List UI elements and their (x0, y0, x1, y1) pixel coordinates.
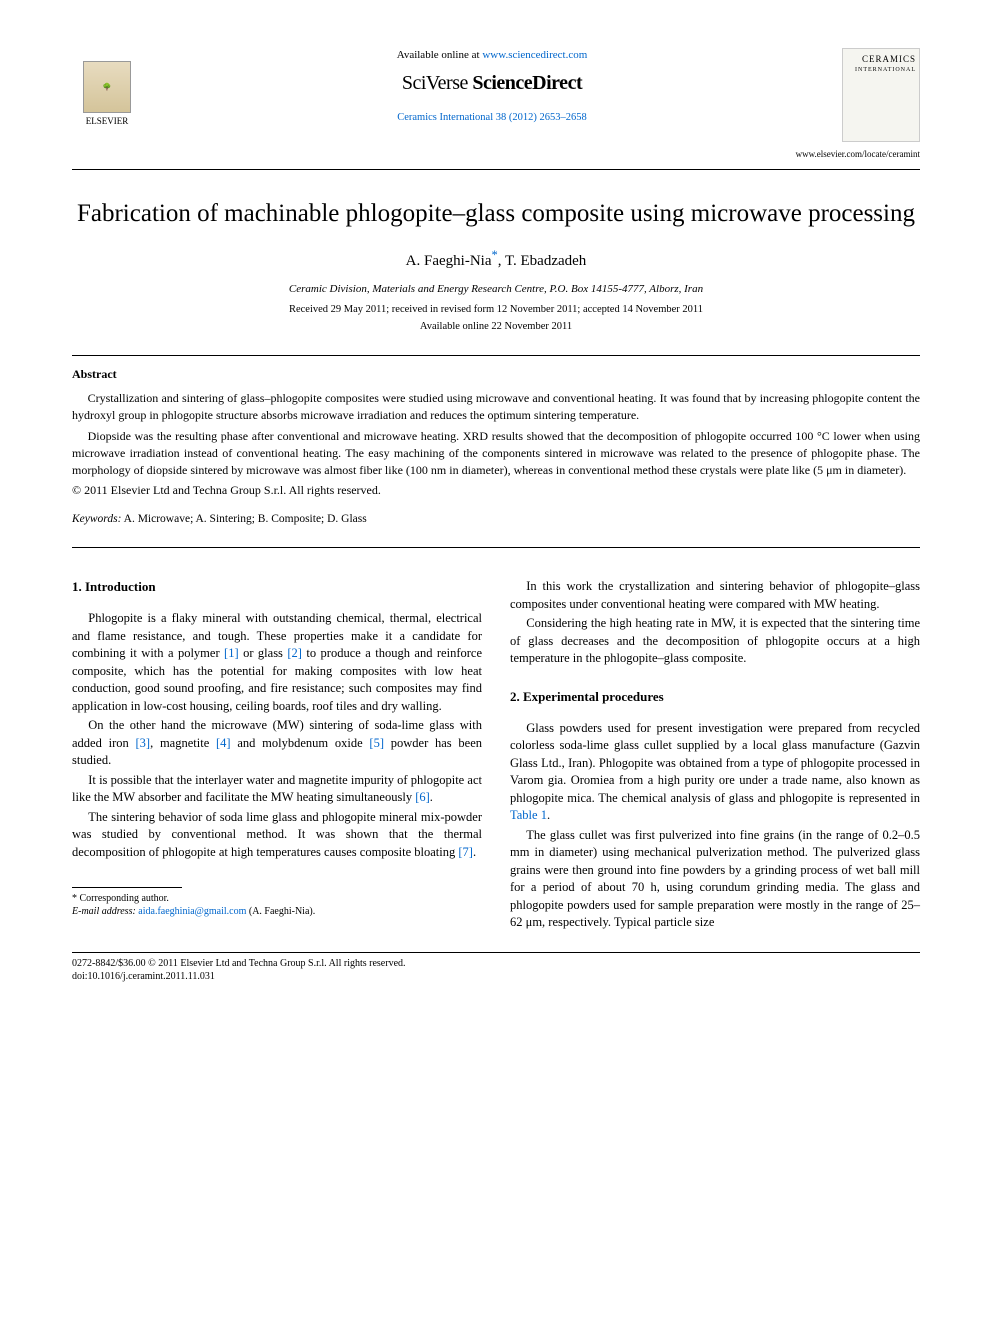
intro-heading: 1. Introduction (72, 578, 482, 596)
ref-5[interactable]: [5] (369, 736, 384, 750)
footer-copyright: 0272-8842/$36.00 © 2011 Elsevier Ltd and… (72, 957, 920, 970)
authors: A. Faeghi-Nia*, T. Ebadzadeh (72, 247, 920, 272)
ref-1[interactable]: [1] (224, 646, 239, 660)
dates-received: Received 29 May 2011; received in revise… (72, 303, 920, 318)
header-rule (72, 169, 920, 170)
footer-doi: doi:10.1016/j.ceramint.2011.11.031 (72, 970, 920, 983)
experimental-heading: 2. Experimental procedures (510, 688, 920, 706)
elsevier-logo: 🌳 ELSEVIER (72, 48, 142, 128)
abstract-copyright: © 2011 Elsevier Ltd and Techna Group S.r… (72, 482, 920, 499)
footnote-corresponding: * Corresponding author. (72, 892, 482, 905)
sciencedirect-link[interactable]: www.sciencedirect.com (482, 49, 587, 61)
available-online: Available online at www.sciencedirect.co… (162, 48, 822, 63)
intro-p1: Phlogopite is a flaky mineral with outst… (72, 610, 482, 715)
exp-p2: The glass cullet was first pulverized in… (510, 827, 920, 932)
body-columns: 1. Introduction Phlogopite is a flaky mi… (72, 578, 920, 934)
ref-6[interactable]: [6] (415, 790, 430, 804)
article-header: 🌳 ELSEVIER Available online at www.scien… (72, 48, 920, 161)
column-right: In this work the crystallization and sin… (510, 578, 920, 934)
journal-cover-box: CERAMICS INTERNATIONAL (842, 48, 920, 142)
table-1-ref[interactable]: Table 1 (510, 808, 547, 822)
ref-2[interactable]: [2] (287, 646, 302, 660)
article-title: Fabrication of machinable phlogopite–gla… (72, 198, 920, 229)
ref-4[interactable]: [4] (216, 736, 231, 750)
journal-reference: Ceramics International 38 (2012) 2653–26… (162, 111, 822, 126)
footnote-email: E-mail address: aida.faeghinia@gmail.com… (72, 905, 482, 918)
abstract-p2: Diopside was the resulting phase after c… (72, 428, 920, 478)
abstract-rule-bottom (72, 547, 920, 548)
intro-p3: It is possible that the interlayer water… (72, 772, 482, 807)
sciverse-logo: SciVerse ScienceDirect (162, 69, 822, 97)
intro-p5: In this work the crystallization and sin… (510, 578, 920, 613)
ref-3[interactable]: [3] (136, 736, 151, 750)
footnote-rule (72, 887, 182, 888)
abstract-rule-top (72, 355, 920, 356)
intro-p6: Considering the high heating rate in MW,… (510, 615, 920, 668)
intro-p2: On the other hand the microwave (MW) sin… (72, 717, 482, 770)
abstract-heading: Abstract (72, 366, 920, 383)
abstract-p1: Crystallization and sintering of glass–p… (72, 390, 920, 424)
header-center: Available online at www.sciencedirect.co… (142, 48, 842, 126)
affiliation: Ceramic Division, Materials and Energy R… (72, 282, 920, 297)
email-link[interactable]: aida.faeghinia@gmail.com (136, 906, 247, 917)
ref-7[interactable]: [7] (458, 845, 473, 859)
keywords: Keywords: A. Microwave; A. Sintering; B.… (72, 511, 920, 527)
footer-rule (72, 952, 920, 953)
exp-p1: Glass powders used for present investiga… (510, 720, 920, 825)
dates-available: Available online 22 November 2011 (72, 320, 920, 335)
journal-url: www.elsevier.com/locate/ceramint (796, 148, 920, 161)
journal-cover: CERAMICS INTERNATIONAL www.elsevier.com/… (842, 48, 920, 161)
elsevier-label: ELSEVIER (86, 115, 129, 128)
intro-p4: The sintering behavior of soda lime glas… (72, 809, 482, 862)
elsevier-tree-icon: 🌳 (83, 61, 131, 113)
column-left: 1. Introduction Phlogopite is a flaky mi… (72, 578, 482, 934)
